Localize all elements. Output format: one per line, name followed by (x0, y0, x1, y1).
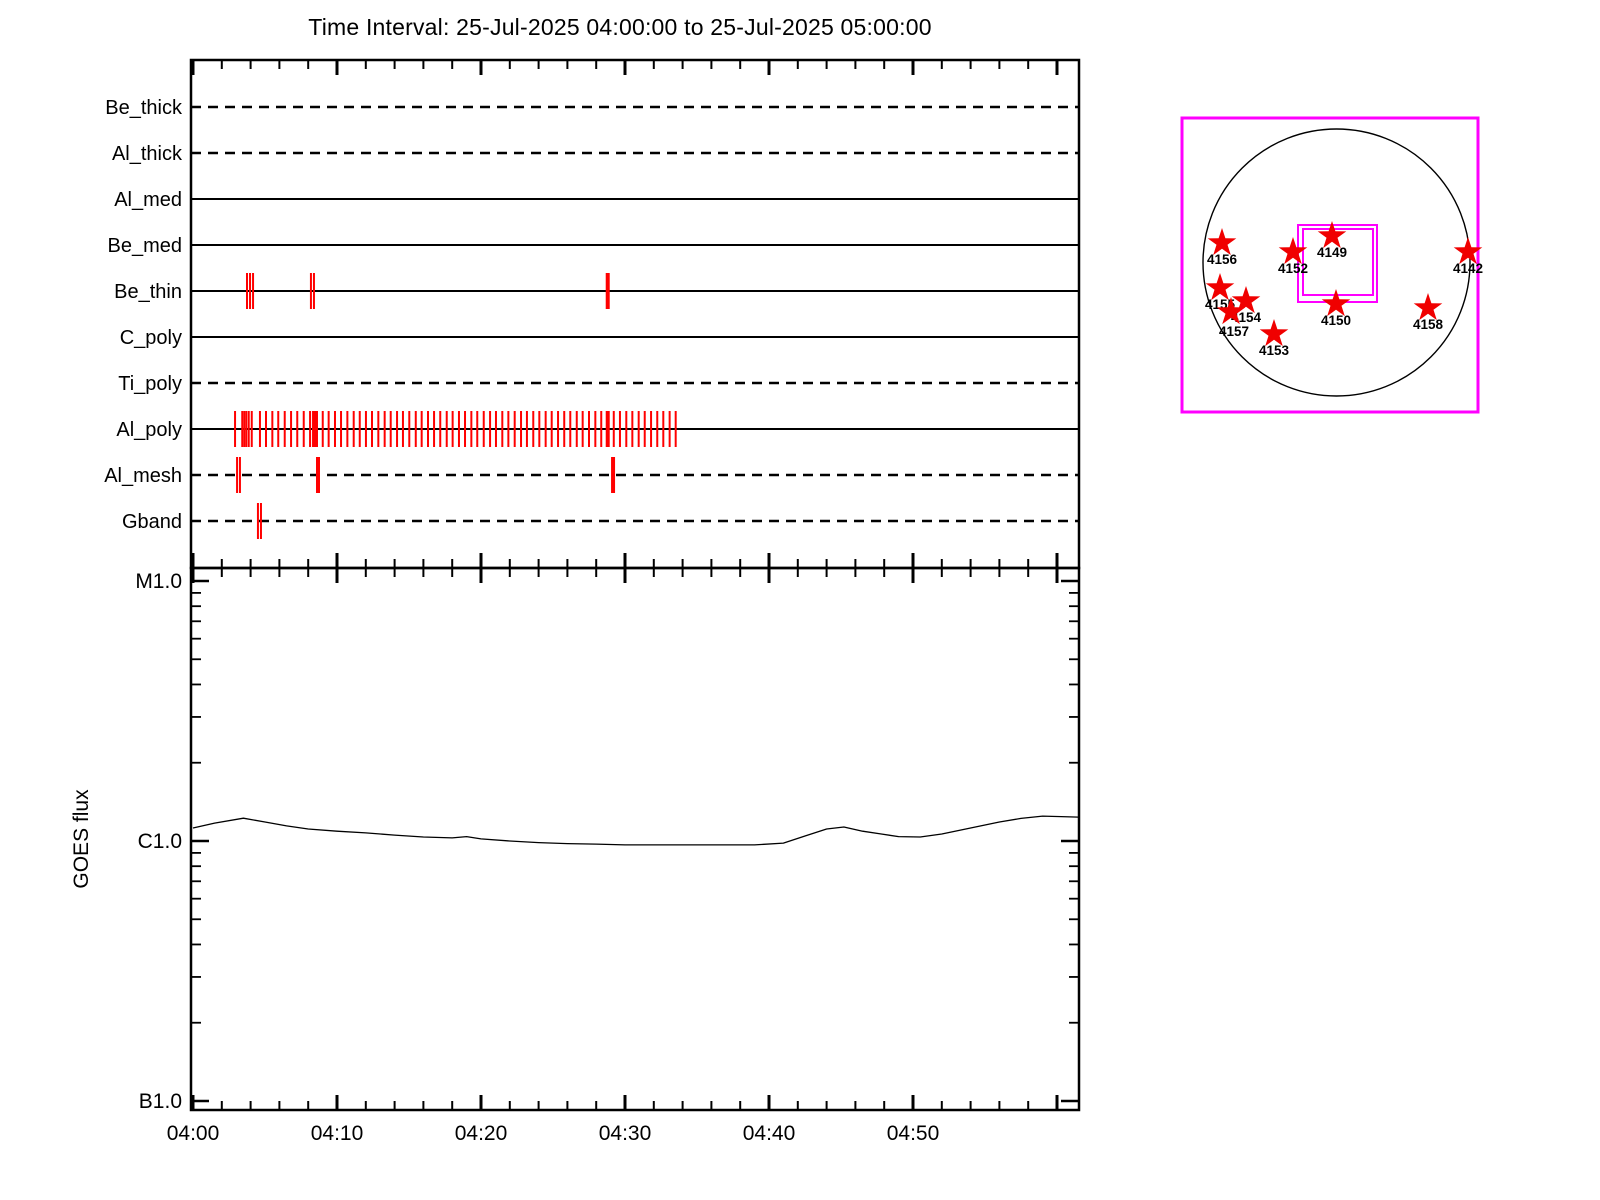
filter-row-label: Al_poly (116, 419, 182, 441)
filter-row-label: Al_med (114, 189, 182, 211)
map-border (1180, 116, 1480, 414)
active-region-star (1317, 221, 1347, 249)
active-region-label: 4158 (1413, 317, 1444, 332)
y-axis-label: C1.0 (138, 830, 182, 853)
filter-row-label: Be_thick (105, 97, 183, 119)
y-axis-title: GOES flux (70, 789, 93, 889)
active-region-star (1321, 289, 1351, 317)
filter-row-label: Be_thin (114, 281, 182, 303)
y-axis-label: B1.0 (139, 1090, 182, 1113)
goes-flux-curve (192, 815, 1079, 846)
plot-title: Time Interval: 25-Jul-2025 04:00:00 to 2… (308, 14, 932, 40)
x-axis-label: 04:50 (887, 1122, 940, 1145)
filter-row-label: Ti_poly (118, 373, 182, 395)
filter-row-label: Al_mesh (104, 465, 182, 487)
active-region-star (1278, 237, 1308, 265)
active-region-label: 4152 (1278, 261, 1308, 276)
y-axis-label: M1.0 (135, 570, 182, 593)
active-region-star (1259, 319, 1289, 347)
active-region-label: 4157 (1219, 324, 1249, 339)
active-region-label: 4153 (1259, 343, 1290, 358)
active-region-star (1207, 228, 1237, 256)
filter-timeline-panel (189, 58, 1081, 570)
x-axis-label: 04:20 (455, 1122, 508, 1145)
active-region-label: 4142 (1453, 261, 1483, 276)
active-region-star (1413, 293, 1443, 321)
active-region-star (1216, 297, 1246, 325)
filter-row-label: Be_med (108, 235, 183, 257)
filter-row-label: Al_thick (112, 143, 183, 165)
active-region-label: 4149 (1317, 245, 1347, 260)
x-axis-label: 04:00 (167, 1122, 220, 1145)
filter-row-label: C_poly (120, 327, 182, 349)
x-axis-label: 04:10 (311, 1122, 364, 1145)
active-region-star (1231, 286, 1261, 314)
xrt-fov-box-inner (1302, 228, 1374, 296)
x-axis-label: 04:30 (599, 1122, 652, 1145)
filter-row-label: Gband (122, 511, 182, 533)
active-region-label: 4150 (1321, 313, 1351, 328)
solar-limb (1202, 128, 1471, 397)
x-axis-label: 04:40 (743, 1122, 796, 1145)
active-region-star (1205, 273, 1235, 301)
active-region-star (1453, 237, 1483, 265)
goes-flux-panel (189, 566, 1081, 1112)
active-region-label: 4156 (1207, 252, 1238, 267)
